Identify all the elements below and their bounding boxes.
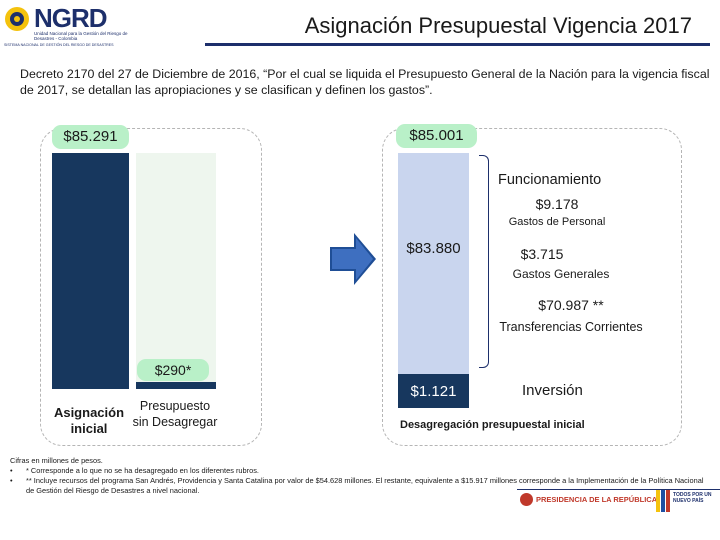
ngrd-logo-icon (5, 7, 29, 31)
footer-rule (517, 489, 720, 490)
left-frame (40, 128, 262, 446)
footnotes: Cifras en millones de pesos. • * Corresp… (10, 456, 710, 496)
desagregado-value-pill: $85.001 (396, 124, 477, 148)
right-frame (382, 128, 682, 446)
presidencia-logo: PRESIDENCIA DE LA REPÚBLICA (520, 493, 657, 507)
transferencias-value: $70.987 ** (538, 297, 604, 313)
title-underline (205, 43, 710, 46)
gastos-generales-label: Gastos Generales (512, 267, 610, 281)
inversion-value: $1.121 (410, 383, 457, 400)
bar-sin-desagregar (136, 382, 216, 389)
nuevo-pais-logo: TODOS POR UN NUEVO PAÍS (656, 490, 716, 514)
unallocated-value-pill: $290* (137, 359, 209, 381)
colombia-flag-icon (656, 490, 670, 512)
logo-tagline: SISTEMA NACIONAL DE GESTIÓN DEL RIESGO D… (4, 43, 114, 47)
footnote-units: Cifras en millones de pesos. (10, 456, 103, 465)
logo-subtitle: Unidad Nacional para la Gestión del Ries… (34, 31, 128, 41)
bar-sin-desagregar-background (136, 153, 216, 389)
title-bar: Asignación Presupuestal Vigencia 2017 (205, 4, 710, 46)
intro-paragraph: Decreto 2170 del 27 de Diciembre de 2016… (20, 67, 710, 97)
sin-desagregar-label: Presupuesto sin Desagregar (132, 399, 218, 429)
footnote-1: • * Corresponde a lo que no se ha desagr… (10, 466, 710, 476)
bar-funcionamiento (398, 153, 469, 374)
funcionamiento-label: Funcionamiento (498, 172, 602, 188)
funcionamiento-bracket (479, 155, 489, 368)
right-arrow-icon (330, 233, 376, 285)
footnote-2-text: ** Incluye recursos del programa San And… (26, 476, 704, 495)
asignacion-label: Asignación inicial (53, 405, 125, 436)
header: NGRD Unidad Nacional para la Gestión del… (0, 0, 720, 50)
page-title: Asignación Presupuestal Vigencia 2017 (304, 13, 692, 38)
inversion-label: Inversión (522, 382, 583, 399)
gastos-personal-label: Gastos de Personal (508, 216, 606, 228)
gastos-generales-value: $3.715 (520, 246, 564, 262)
ngrd-logo: NGRD Unidad Nacional para la Gestión del… (4, 3, 132, 47)
transferencias-label: Transferencias Corrientes (499, 320, 643, 334)
seal-icon (520, 493, 533, 506)
nuevo-pais-text: TODOS POR UN NUEVO PAÍS (673, 492, 712, 504)
footnote-2: • ** Incluye recursos del programa San A… (10, 476, 710, 496)
footnote-bullet: • (10, 476, 13, 485)
desagregacion-caption: Desagregación presupuestal inicial (400, 419, 585, 431)
bar-inversion (398, 374, 469, 408)
footnote-bullet: • (10, 466, 13, 475)
logo-text: NGRD (34, 3, 108, 33)
funcionamiento-value: $83.880 (406, 240, 461, 257)
gastos-personal-value: $9.178 (535, 196, 579, 212)
bar-asignacion-inicial (52, 153, 129, 389)
presidencia-text: PRESIDENCIA DE LA REPÚBLICA (536, 495, 658, 504)
footnote-1-text: * Corresponde a lo que no se ha desagreg… (26, 466, 259, 475)
total-value-pill: $85.291 (52, 125, 129, 149)
